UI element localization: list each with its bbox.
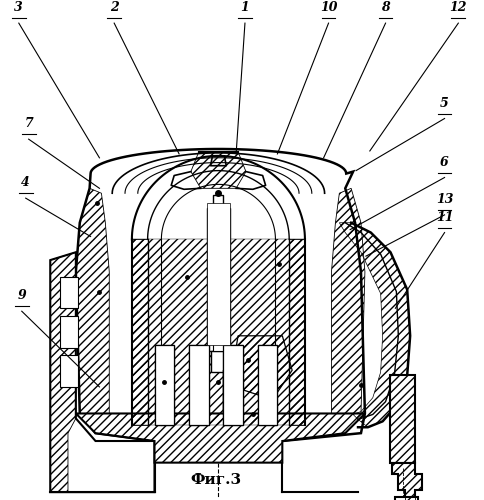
Text: 3: 3 (15, 2, 23, 15)
Text: 9: 9 (17, 290, 26, 302)
Polygon shape (154, 344, 174, 426)
Text: 1: 1 (240, 2, 249, 15)
Text: 13: 13 (435, 193, 453, 206)
Polygon shape (60, 277, 77, 308)
Polygon shape (223, 344, 242, 426)
Polygon shape (257, 344, 277, 426)
Polygon shape (394, 497, 417, 500)
Polygon shape (154, 344, 174, 426)
Text: Фиг.3: Фиг.3 (190, 474, 241, 488)
Polygon shape (390, 375, 414, 462)
Text: 12: 12 (449, 2, 466, 15)
Polygon shape (60, 316, 77, 348)
Polygon shape (212, 208, 224, 350)
Text: 5: 5 (439, 96, 448, 110)
Text: 10: 10 (319, 2, 336, 15)
Polygon shape (60, 356, 77, 387)
Polygon shape (213, 195, 223, 211)
Polygon shape (76, 414, 364, 463)
Polygon shape (257, 344, 277, 426)
Polygon shape (210, 350, 226, 372)
Polygon shape (189, 344, 208, 426)
Text: 7: 7 (24, 118, 33, 130)
Text: 8: 8 (380, 2, 389, 15)
Polygon shape (76, 149, 364, 441)
Text: 6: 6 (439, 156, 448, 168)
Polygon shape (223, 344, 242, 426)
Polygon shape (206, 203, 230, 344)
Polygon shape (50, 252, 154, 492)
Text: 2: 2 (109, 2, 118, 15)
Text: 4: 4 (21, 176, 30, 190)
Polygon shape (206, 208, 230, 350)
Polygon shape (392, 462, 421, 500)
Text: 11: 11 (435, 210, 453, 224)
Polygon shape (189, 344, 208, 426)
